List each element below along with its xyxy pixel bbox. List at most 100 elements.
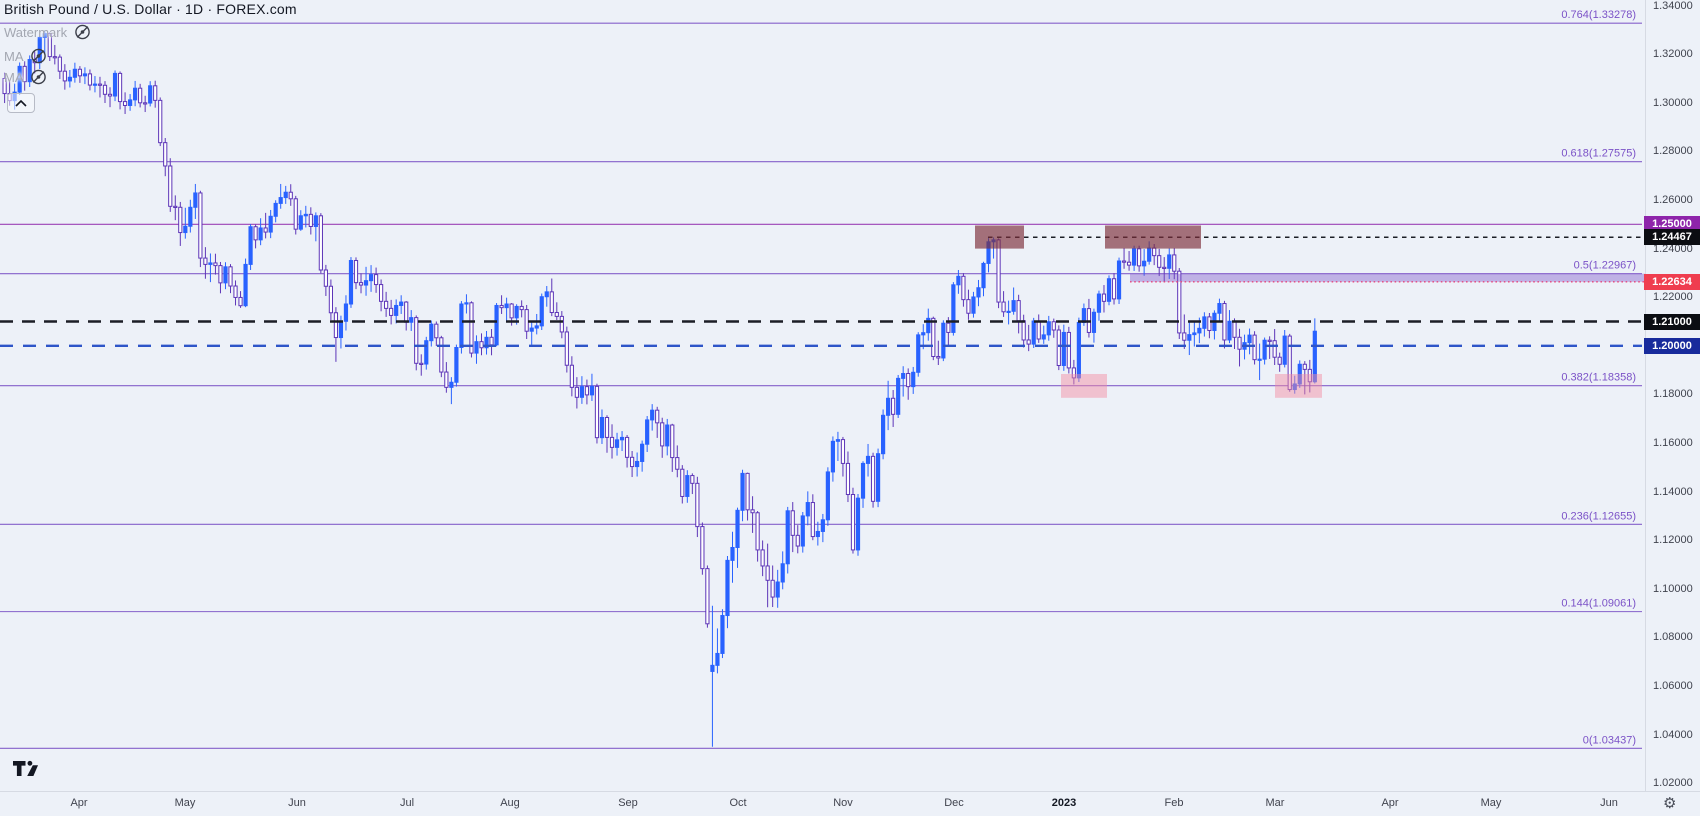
candle-body: [1056, 329, 1061, 366]
candle-body: [584, 386, 590, 396]
price-tick: 1.24000: [1653, 242, 1693, 255]
candle-body: [464, 302, 469, 305]
candle-body: [1126, 261, 1132, 266]
support-band-zone[interactable]: [1130, 273, 1645, 282]
time-label-month: Jul: [399, 797, 415, 809]
price-tick: 1.22000: [1653, 291, 1693, 304]
candle-body: [62, 70, 67, 82]
candle-body: [1232, 320, 1237, 338]
price-tick: 1.26000: [1653, 194, 1693, 206]
candle-body: [27, 59, 32, 83]
candle-body: [323, 269, 328, 287]
fib-label: 0.764(1.33278): [1561, 9, 1636, 21]
candle-body: [328, 285, 333, 314]
candle-body: [901, 373, 906, 379]
eye-hidden-icon[interactable]: [30, 69, 48, 85]
candle-body: [52, 56, 57, 59]
candle-body: [1061, 331, 1066, 366]
candle-body: [619, 436, 625, 441]
candle-body: [1076, 321, 1081, 379]
candle-body: [579, 386, 584, 398]
candle-body: [830, 440, 835, 473]
candle-body: [720, 615, 725, 654]
candle-body: [348, 260, 354, 305]
gear-icon[interactable]: ⚙: [1663, 794, 1677, 812]
candle-body: [645, 419, 650, 445]
supply-zone[interactable]: [1105, 225, 1201, 249]
candle-body: [800, 515, 805, 547]
candle-body: [67, 76, 72, 82]
eye-hidden-icon[interactable]: [73, 24, 91, 40]
candle-body: [524, 309, 529, 332]
price-axis[interactable]: 1.34000 1.32000 1.30000 1.28000 1.26000 1.240…: [1644, 0, 1700, 791]
legend-collapse-button[interactable]: [7, 93, 35, 113]
candle-body: [399, 301, 404, 306]
candle-body: [439, 337, 444, 373]
price-label-badge: 1.20000: [1644, 337, 1700, 354]
candle-body: [635, 460, 640, 468]
candle-body: [1111, 278, 1117, 300]
candle-body: [178, 206, 183, 234]
candle-body: [42, 33, 47, 38]
tradingview-logo[interactable]: [13, 760, 40, 782]
fib-label: 0(1.03437): [1583, 734, 1636, 746]
eye-hidden-icon[interactable]: [30, 48, 48, 64]
price-tick: 1.02000: [1653, 777, 1693, 790]
candle-body: [1292, 383, 1297, 391]
candle-body: [363, 280, 369, 286]
time-axis[interactable]: ⚙ Apr May Jun Jul Aug Sep Oct Nov Dec 2023 Feb Mar A…: [0, 791, 1700, 816]
candle-body: [775, 581, 780, 598]
candle-body: [248, 226, 253, 265]
supply-zone[interactable]: [975, 225, 1024, 249]
candle-body: [1031, 320, 1036, 345]
candle-body: [951, 284, 956, 333]
candle-body: [72, 68, 77, 78]
candle-body: [730, 546, 735, 561]
candle-body: [273, 202, 278, 217]
symbol-title[interactable]: British Pound / U.S. Dollar · 1D · FOREX…: [4, 1, 297, 17]
price-tick: 1.34000: [1653, 0, 1693, 12]
candle-body: [750, 509, 755, 514]
candle-body: [870, 455, 876, 502]
candle-body: [805, 502, 810, 517]
time-label-month: Nov: [833, 797, 853, 809]
candle-body: [820, 519, 825, 532]
candle-body: [604, 416, 610, 438]
chart-pane[interactable]: 0.764(1.33278) 0.618(1.27575) 0.5(1.22967)…: [0, 0, 1645, 791]
candle-body: [1011, 300, 1016, 312]
candle-body: [1036, 320, 1041, 340]
candle-body: [981, 262, 986, 289]
candle-body: [17, 65, 22, 93]
candle-body: [389, 307, 394, 316]
candle-body: [358, 282, 364, 286]
candle-body: [489, 336, 494, 346]
price-tick: 1.06000: [1653, 680, 1693, 692]
candle-body: [373, 274, 379, 286]
candle-body: [875, 453, 881, 502]
candle-body: [931, 317, 936, 357]
candle-body: [1132, 248, 1137, 266]
candle-body: [138, 87, 143, 104]
candle-body: [810, 502, 815, 538]
candle-body: [966, 299, 971, 314]
candle-body: [308, 213, 313, 227]
demand-zone[interactable]: [1061, 373, 1107, 398]
candle-body: [303, 213, 308, 217]
time-label-month: Jun: [288, 797, 306, 809]
candle-body: [1272, 340, 1277, 358]
candle-body: [454, 347, 459, 383]
candle-body: [293, 198, 298, 230]
candle-body: [1137, 248, 1142, 267]
candle-body: [574, 386, 579, 398]
candle-body: [1142, 260, 1147, 267]
ma1-label: MA: [4, 48, 24, 64]
chevron-up-icon: [15, 99, 27, 107]
demand-zone[interactable]: [1275, 373, 1322, 398]
candle-body: [996, 239, 1001, 303]
candle-body: [770, 579, 775, 598]
candle-body: [675, 457, 680, 470]
candle-body: [117, 72, 123, 103]
candle-body: [424, 340, 429, 365]
candle-body: [238, 296, 243, 307]
price-tick: 1.08000: [1653, 631, 1693, 644]
